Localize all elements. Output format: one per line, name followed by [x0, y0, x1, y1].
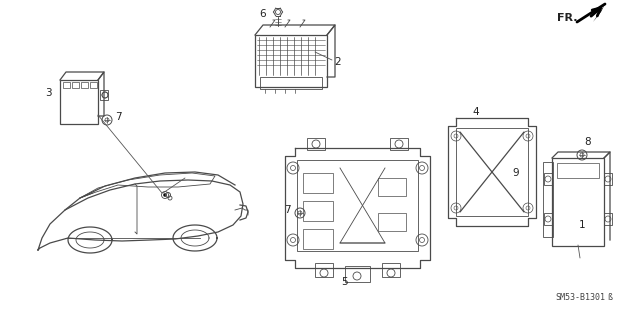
Bar — [456, 128, 528, 216]
Text: ß: ß — [607, 293, 612, 302]
Bar — [260, 77, 322, 89]
Bar — [90, 82, 97, 88]
Polygon shape — [593, 4, 605, 22]
Bar — [557, 163, 599, 178]
Bar — [544, 213, 552, 225]
Bar — [63, 82, 70, 88]
Bar — [604, 173, 612, 185]
Bar — [543, 162, 553, 237]
Bar — [307, 138, 325, 150]
Bar — [378, 213, 406, 231]
Bar — [604, 213, 612, 225]
Text: FR.: FR. — [557, 13, 577, 23]
Text: 4: 4 — [473, 107, 479, 117]
Bar — [303, 173, 333, 193]
Bar — [544, 173, 552, 185]
Bar — [100, 90, 108, 100]
Text: 1: 1 — [579, 220, 586, 230]
Bar — [552, 158, 604, 246]
Bar — [390, 138, 408, 150]
Text: SM53-B1301: SM53-B1301 — [555, 293, 605, 302]
Bar — [72, 82, 79, 88]
Text: 8: 8 — [585, 137, 591, 147]
Text: 2: 2 — [335, 57, 341, 67]
Circle shape — [163, 194, 166, 197]
Bar — [303, 201, 333, 221]
Bar — [345, 266, 370, 282]
Text: 7: 7 — [284, 205, 291, 215]
Bar — [378, 178, 406, 196]
Text: 7: 7 — [115, 112, 122, 122]
Bar — [297, 160, 418, 251]
Bar — [303, 229, 333, 249]
Bar — [81, 82, 88, 88]
Text: 6: 6 — [260, 9, 266, 19]
Bar — [255, 35, 327, 87]
Bar — [60, 80, 98, 124]
Bar — [382, 263, 400, 277]
Bar — [315, 263, 333, 277]
Text: 3: 3 — [45, 88, 51, 98]
Text: 9: 9 — [513, 168, 519, 178]
Text: 5: 5 — [340, 277, 348, 287]
